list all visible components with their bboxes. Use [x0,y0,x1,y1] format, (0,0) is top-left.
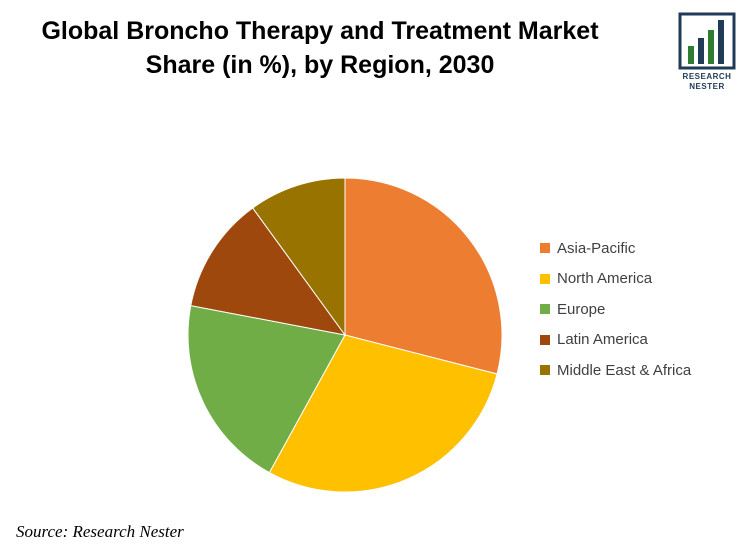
legend-item-latin-america: Latin America [540,325,691,356]
pie-chart [187,177,503,493]
pie-slice-latin-america [190,207,347,336]
legend-label: North America [557,270,653,288]
research-nester-logo: RESEARCH NESTER [676,12,738,92]
chart-title: Global Broncho Therapy and Treatment Mar… [0,14,640,82]
chart-legend: Asia-Pacific North America Europe Latin Ame… [540,233,691,386]
chart-title-line-1: Global Broncho Therapy and Treatment Mar… [41,17,599,45]
legend-label: Asia-Pacific [557,239,636,257]
chart-title-line-2: Share (in %), by Region, 2030 [145,51,495,79]
logo-text-research: RESEARCH [682,72,732,81]
legend-item-europe: Europe [540,294,691,325]
legend-item-middle-east-africa: Middle East & Africa [540,355,691,386]
legend-swatch [540,365,550,376]
pie-slice-asia-pacific [344,177,503,375]
legend-item-north-america: North America [540,264,691,295]
pie-slice-europe [187,304,346,474]
legend-swatch [540,334,550,345]
legend-label: Middle East & Africa [557,361,692,379]
legend-label: Latin America [557,331,648,349]
source-note: Source: Research Nester [16,522,184,541]
legend-swatch [540,243,550,254]
legend-label: Europe [557,300,606,318]
bar-chart-logo-icon [678,12,736,70]
logo-text-nester: NESTER [689,82,725,91]
legend-item-asia-pacific: Asia-Pacific [540,233,691,264]
legend-swatch [540,273,550,284]
pie-slice-middle-east-africa [252,177,346,337]
legend-swatch [540,304,550,315]
pie-slice-north-america [268,334,498,493]
